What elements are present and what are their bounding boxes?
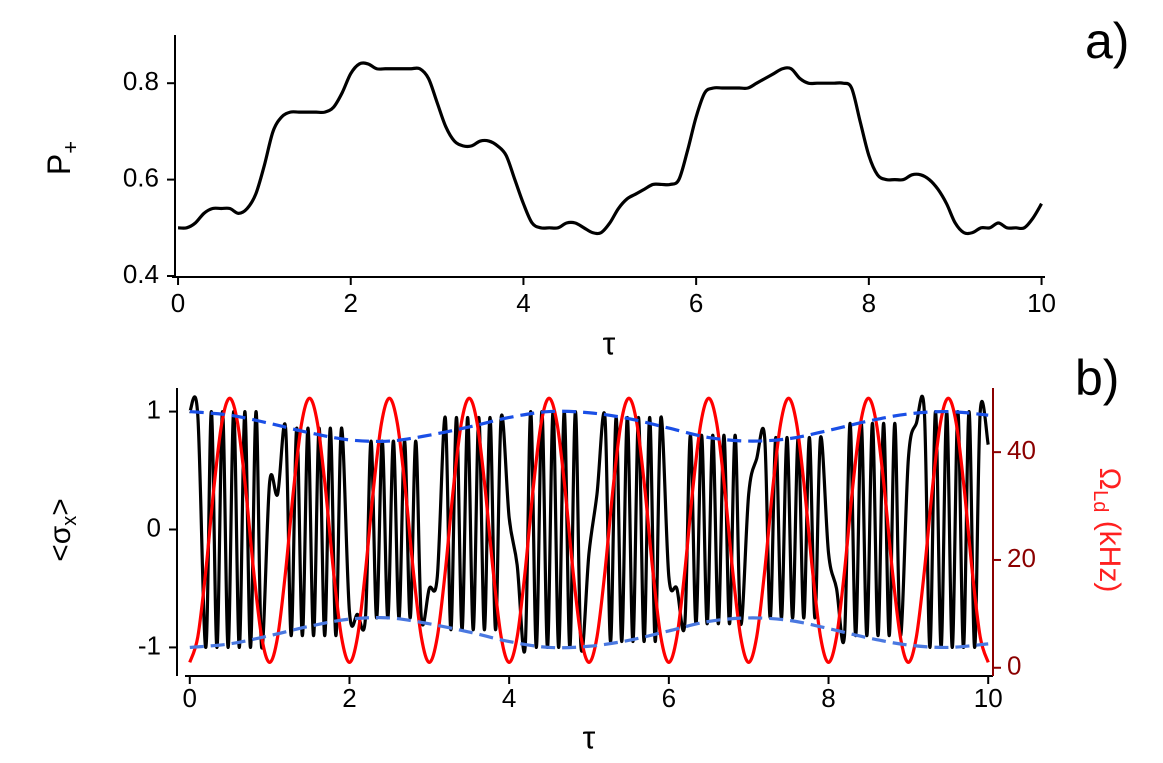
y-tick-label: -1 bbox=[138, 630, 161, 660]
x-tick-label: 2 bbox=[342, 683, 356, 713]
x-axis-label: τ bbox=[603, 325, 616, 361]
y-tick-label: 0.6 bbox=[123, 162, 159, 192]
x-tick-label: 0 bbox=[171, 288, 185, 318]
y-tick-label: 0 bbox=[147, 512, 161, 542]
label-part: Ω bbox=[1093, 468, 1126, 490]
data-line bbox=[188, 396, 990, 664]
y2-tick-label: 20 bbox=[1007, 543, 1036, 573]
data-line bbox=[188, 394, 990, 654]
data-line bbox=[177, 61, 1043, 236]
label-subscript: + bbox=[58, 141, 83, 154]
panel-label: b) bbox=[1075, 350, 1119, 406]
data-line bbox=[189, 409, 989, 444]
y2-tick-label: 0 bbox=[1007, 651, 1021, 681]
y-tick-label: 0.4 bbox=[123, 259, 159, 289]
y-axis-label: P+ bbox=[41, 141, 82, 175]
y2-axis-label: ΩLd (kHz) bbox=[1089, 468, 1126, 593]
x-axis-label: τ bbox=[583, 719, 596, 755]
x-tick-label: 6 bbox=[689, 288, 703, 318]
label-part: P bbox=[41, 154, 77, 175]
y-axis-label: <σx> bbox=[44, 498, 81, 562]
panel-label: a) bbox=[1085, 13, 1129, 69]
y2-tick-label: 40 bbox=[1007, 435, 1036, 465]
label-subscript: x bbox=[59, 516, 81, 526]
label-subscript: Ld bbox=[1089, 490, 1111, 512]
x-tick-label: 4 bbox=[502, 683, 516, 713]
x-tick-label: 0 bbox=[183, 683, 197, 713]
x-tick-label: 4 bbox=[516, 288, 530, 318]
y-tick-label: 0.8 bbox=[123, 66, 159, 96]
label-part: <σ bbox=[44, 525, 77, 562]
x-tick-label: 10 bbox=[1027, 288, 1056, 318]
label-part: (kHz) bbox=[1093, 512, 1126, 592]
x-tick-label: 6 bbox=[662, 683, 676, 713]
label-part: > bbox=[44, 498, 77, 516]
x-tick-label: 2 bbox=[344, 288, 358, 318]
x-tick-label: 8 bbox=[821, 683, 835, 713]
x-tick-label: 10 bbox=[974, 683, 1003, 713]
y-tick-label: 1 bbox=[147, 394, 161, 424]
x-tick-label: 8 bbox=[862, 288, 876, 318]
data-line bbox=[189, 615, 989, 650]
